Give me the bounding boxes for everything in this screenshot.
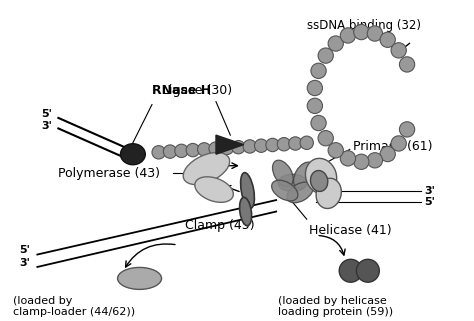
Circle shape	[307, 80, 322, 96]
Circle shape	[289, 137, 302, 150]
Polygon shape	[216, 135, 244, 154]
Text: Helicase (41): Helicase (41)	[309, 224, 391, 237]
Ellipse shape	[293, 162, 314, 188]
Circle shape	[266, 138, 279, 152]
Circle shape	[220, 141, 234, 155]
Circle shape	[318, 131, 333, 146]
Circle shape	[356, 259, 379, 282]
Text: (loaded by helicase
loading protein (59)): (loaded by helicase loading protein (59)…	[278, 296, 393, 317]
Ellipse shape	[287, 182, 313, 203]
Text: RNase H: RNase H	[152, 84, 211, 97]
Ellipse shape	[316, 178, 341, 209]
Text: 3': 3'	[424, 186, 435, 195]
Ellipse shape	[118, 267, 162, 290]
Circle shape	[367, 153, 383, 168]
Ellipse shape	[239, 197, 252, 226]
Circle shape	[354, 24, 369, 40]
Text: 5': 5'	[19, 245, 30, 255]
Circle shape	[300, 136, 313, 150]
Ellipse shape	[305, 158, 337, 194]
Circle shape	[152, 146, 165, 159]
Ellipse shape	[241, 173, 255, 208]
Circle shape	[307, 98, 322, 114]
Ellipse shape	[273, 160, 293, 187]
Text: (loaded by
clamp-loader (44/62)): (loaded by clamp-loader (44/62))	[12, 296, 135, 317]
Circle shape	[318, 48, 333, 63]
Circle shape	[340, 28, 356, 43]
Circle shape	[243, 140, 256, 153]
Ellipse shape	[278, 174, 307, 192]
Text: Primase (61): Primase (61)	[353, 140, 432, 153]
Ellipse shape	[120, 144, 146, 165]
Circle shape	[209, 142, 222, 155]
Ellipse shape	[195, 177, 233, 202]
Circle shape	[277, 137, 291, 151]
Circle shape	[175, 144, 188, 158]
Circle shape	[391, 136, 406, 151]
Circle shape	[198, 143, 211, 156]
Text: Clamp (45): Clamp (45)	[185, 219, 255, 232]
Circle shape	[328, 36, 343, 51]
Text: 5': 5'	[41, 109, 52, 119]
Text: 3': 3'	[19, 258, 30, 268]
Circle shape	[400, 122, 415, 137]
Circle shape	[255, 139, 268, 152]
Circle shape	[380, 146, 395, 162]
Circle shape	[380, 32, 395, 48]
Ellipse shape	[310, 170, 328, 191]
Circle shape	[328, 143, 343, 158]
Circle shape	[367, 26, 383, 41]
Circle shape	[354, 154, 369, 169]
Circle shape	[340, 151, 356, 166]
Text: 3': 3'	[41, 121, 52, 131]
Circle shape	[391, 43, 406, 58]
Text: 5': 5'	[424, 197, 435, 207]
Ellipse shape	[272, 180, 298, 201]
Circle shape	[311, 115, 326, 131]
Text: Polymerase (43): Polymerase (43)	[58, 167, 160, 180]
Circle shape	[164, 145, 177, 158]
Ellipse shape	[183, 152, 229, 185]
Circle shape	[186, 143, 200, 157]
Circle shape	[339, 259, 362, 282]
Circle shape	[232, 141, 245, 154]
Circle shape	[311, 63, 326, 78]
Text: ssDNA binding (32): ssDNA binding (32)	[307, 19, 421, 31]
Circle shape	[400, 57, 415, 72]
Text: Ligase (30): Ligase (30)	[162, 84, 232, 97]
